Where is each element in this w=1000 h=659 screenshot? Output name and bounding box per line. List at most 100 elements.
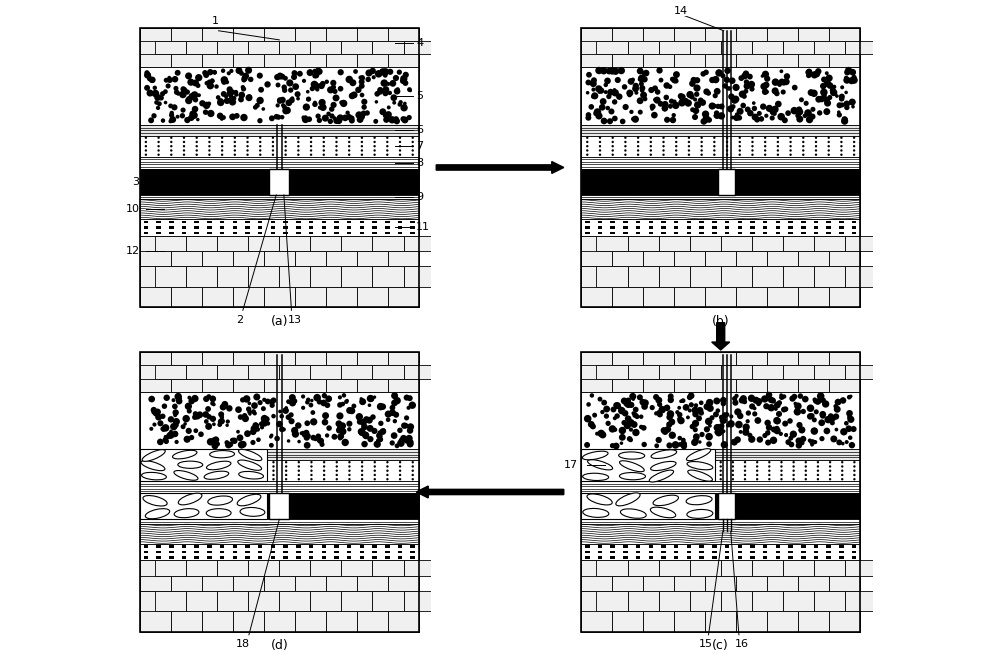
Point <box>806 70 822 80</box>
Point <box>152 418 168 428</box>
Circle shape <box>802 145 804 148</box>
Point <box>382 88 398 98</box>
Circle shape <box>792 469 795 472</box>
Bar <box>788 227 793 229</box>
Bar <box>264 251 295 266</box>
Point <box>222 88 238 98</box>
Ellipse shape <box>650 507 676 518</box>
Circle shape <box>637 150 639 152</box>
Bar <box>140 236 419 266</box>
Circle shape <box>374 478 376 480</box>
Point <box>627 114 643 125</box>
Point <box>678 96 694 106</box>
Point <box>255 103 271 114</box>
Point <box>662 412 678 422</box>
Bar <box>752 41 783 54</box>
Point <box>623 399 639 410</box>
Point <box>234 90 250 100</box>
Point <box>168 83 184 94</box>
Point <box>720 420 736 431</box>
Point <box>831 109 847 120</box>
Point <box>263 440 279 451</box>
Text: 5: 5 <box>416 91 423 101</box>
Point <box>628 405 644 415</box>
Point <box>702 403 718 414</box>
Circle shape <box>713 141 716 143</box>
Bar <box>155 560 186 575</box>
Ellipse shape <box>206 461 231 470</box>
Point <box>806 426 822 436</box>
Point <box>843 391 859 401</box>
Point <box>675 437 691 447</box>
Point <box>758 80 774 90</box>
Point <box>806 88 822 99</box>
Ellipse shape <box>620 509 646 518</box>
Point <box>684 421 700 432</box>
Point <box>709 396 725 407</box>
Circle shape <box>789 136 792 139</box>
Bar <box>360 232 364 234</box>
Circle shape <box>196 154 198 156</box>
Point <box>346 401 362 411</box>
Bar <box>217 266 248 287</box>
Point <box>158 422 174 433</box>
Bar <box>788 545 793 548</box>
Bar <box>705 575 736 590</box>
Point <box>316 390 332 401</box>
Point <box>668 76 684 86</box>
Point <box>661 420 677 430</box>
Bar <box>322 551 326 553</box>
Point <box>802 115 818 125</box>
Point <box>275 95 291 105</box>
Bar <box>357 575 388 590</box>
Circle shape <box>234 136 236 139</box>
Circle shape <box>756 461 758 463</box>
Bar <box>736 352 767 365</box>
Point <box>723 411 739 422</box>
Point <box>580 113 596 123</box>
Bar <box>581 544 860 560</box>
Point <box>221 88 237 99</box>
Bar <box>852 556 856 559</box>
Point <box>350 84 366 95</box>
Point <box>765 107 781 118</box>
Point <box>815 81 831 92</box>
Point <box>351 413 367 423</box>
Point <box>600 76 616 86</box>
Circle shape <box>815 136 817 139</box>
Bar <box>788 551 793 553</box>
Point <box>218 91 234 101</box>
Point <box>704 74 720 85</box>
Point <box>216 76 232 87</box>
Point <box>708 74 724 85</box>
Bar <box>736 612 767 632</box>
Bar <box>801 227 806 229</box>
Bar <box>144 551 148 553</box>
Bar <box>357 352 388 365</box>
Point <box>214 412 230 422</box>
Point <box>297 430 313 440</box>
Point <box>257 416 273 427</box>
Bar <box>643 378 674 391</box>
Point <box>223 90 239 101</box>
Bar <box>171 54 202 67</box>
Point <box>242 407 258 417</box>
Point <box>345 78 361 88</box>
Point <box>727 95 743 105</box>
Bar <box>623 232 628 234</box>
Point <box>158 432 174 442</box>
Point <box>591 87 607 98</box>
Bar <box>814 545 818 548</box>
Circle shape <box>726 136 728 139</box>
Circle shape <box>310 465 313 468</box>
Point <box>300 86 316 97</box>
Point <box>328 116 344 127</box>
Circle shape <box>374 474 376 476</box>
Circle shape <box>637 145 639 148</box>
Bar <box>279 365 310 378</box>
Point <box>247 420 263 430</box>
Point <box>602 116 618 127</box>
Point <box>144 74 160 85</box>
Point <box>845 101 861 112</box>
Circle shape <box>650 136 652 139</box>
